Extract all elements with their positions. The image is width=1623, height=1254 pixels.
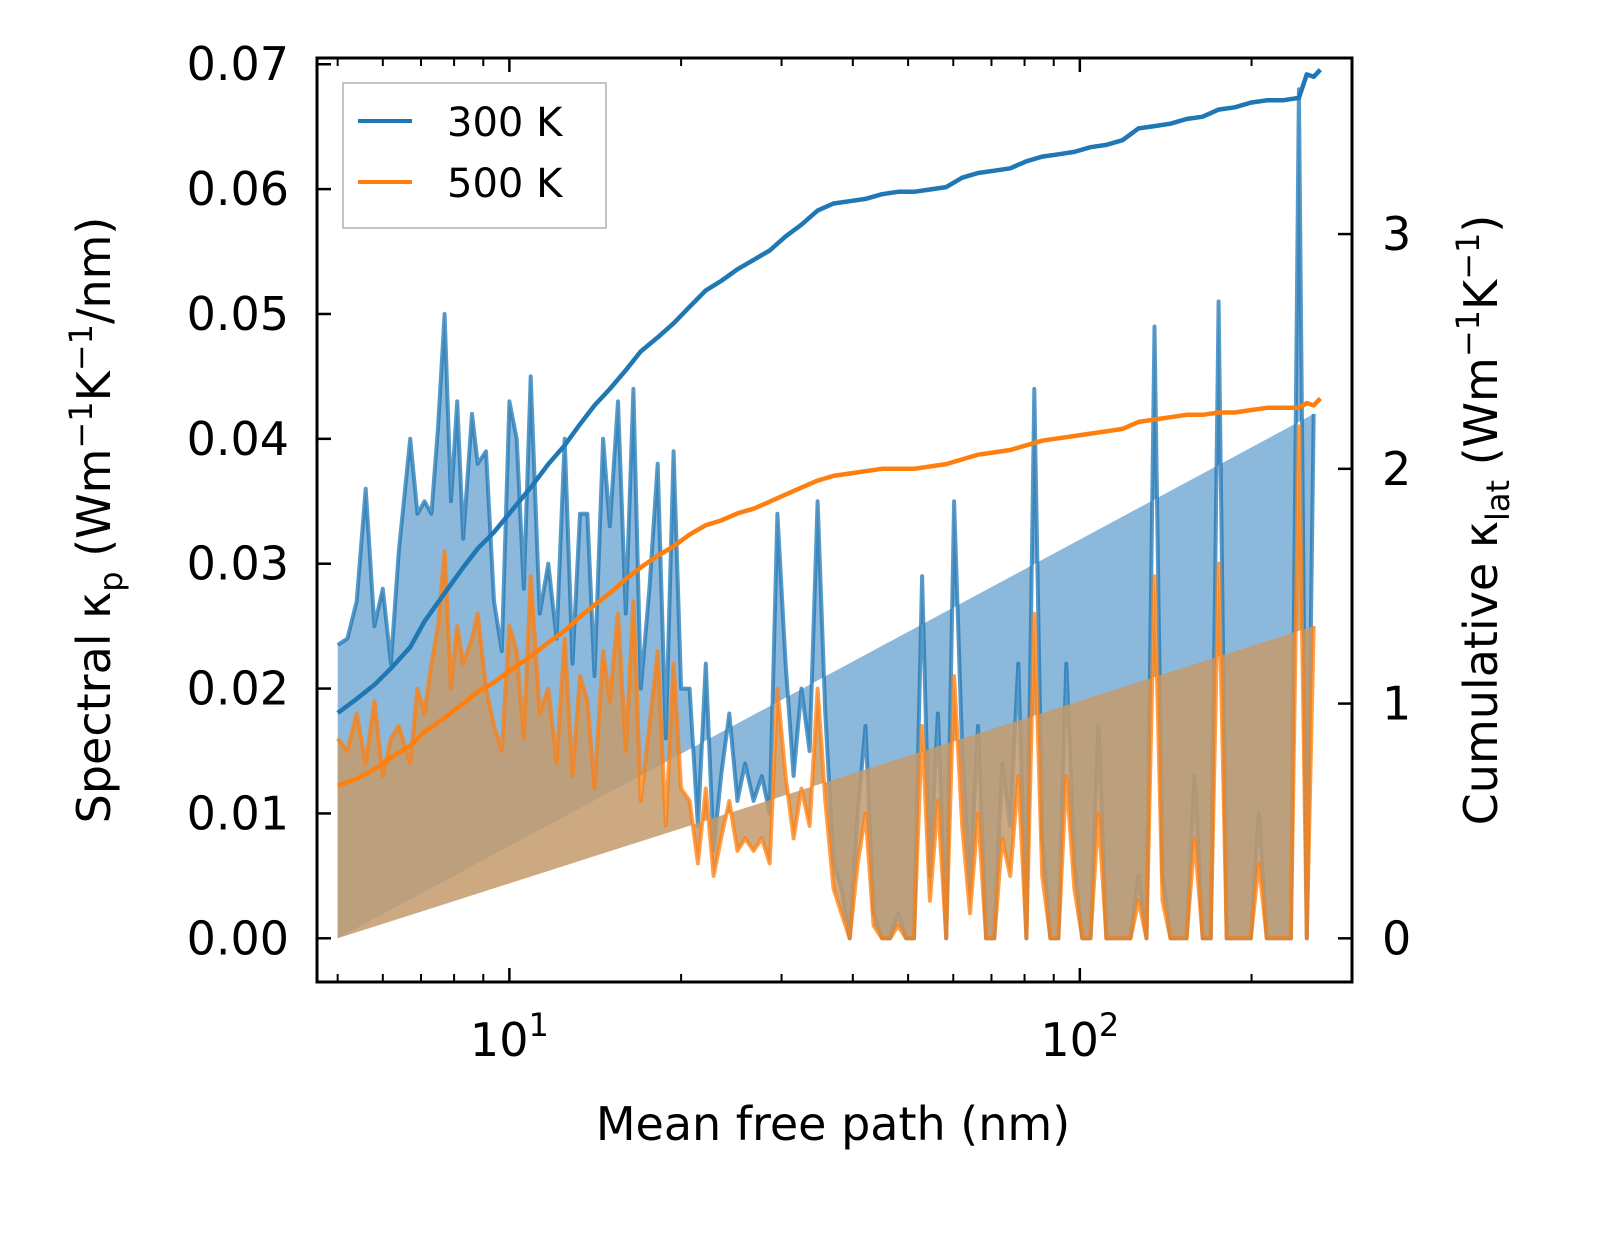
cumulative-line-300k: [336, 68, 1322, 715]
x-axis-label: Mean free path (nm): [596, 1097, 1070, 1151]
series-lines: [336, 68, 1322, 788]
legend: 300 K 500 K: [342, 82, 607, 229]
spectral-line-300k: [336, 87, 1316, 941]
axis-ticks: 0.00 0.01 0.02 0.03 0.04 0.05 0.06 0.07 0 1 2 3 101 1…: [187, 37, 1412, 1067]
y-right-tick-label: 0: [1382, 911, 1411, 965]
cumulative-line-500k: [336, 396, 1322, 788]
legend-box: [342, 82, 607, 229]
y-left-tick-label: 0.07: [187, 37, 289, 91]
y-left-tick-label: 0.01: [187, 786, 289, 840]
legend-label-500k: 500 K: [447, 161, 564, 207]
y-left-tick-label: 0.05: [187, 287, 289, 341]
y-left-tick-label: 0.03: [187, 537, 289, 591]
y-axis-left-label: Spectral κp (Wm−1K−1/nm): [62, 217, 130, 824]
y-right-tick-label: 3: [1382, 207, 1411, 261]
y-left-tick-label: 0.04: [187, 412, 289, 466]
y-left-tick-label: 0.06: [187, 162, 289, 216]
y-left-tick-label: 0.00: [187, 911, 289, 965]
spectral-fills: [336, 87, 1316, 941]
y-right-tick-label: 2: [1382, 442, 1411, 496]
spectral-line-500k: [336, 424, 1316, 941]
x-tick-label: 101: [470, 1006, 549, 1067]
y-right-tick-label: 1: [1382, 677, 1411, 731]
y-axis-right-label: Cumulative κlat (Wm−1K−1): [1449, 215, 1517, 826]
legend-label-300k: 300 K: [447, 100, 564, 146]
plot-frame: [315, 56, 1354, 984]
y-left-tick-label: 0.02: [187, 662, 289, 716]
x-tick-label: 102: [1040, 1006, 1119, 1067]
